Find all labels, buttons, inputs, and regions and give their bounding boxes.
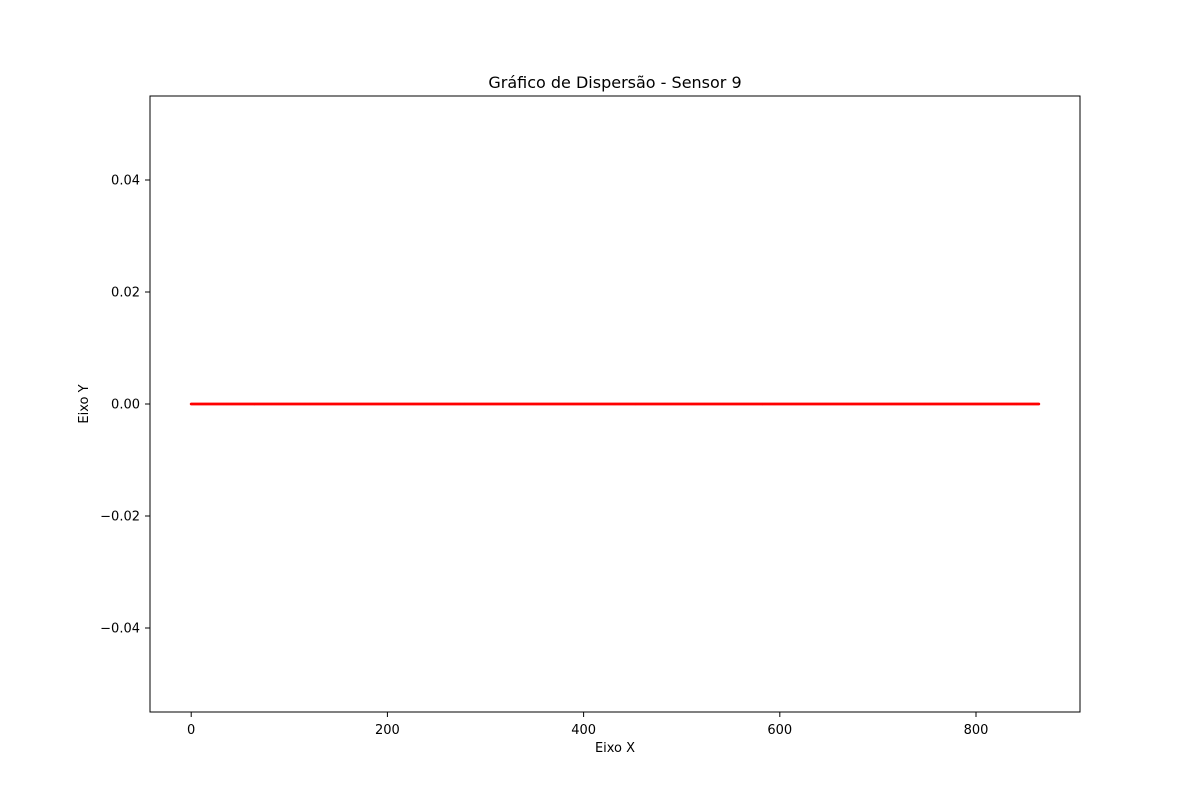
y-tick-label: 0.00 bbox=[111, 398, 140, 413]
chart-title: Gráfico de Dispersão - Sensor 9 bbox=[488, 73, 741, 92]
x-tick-label: 400 bbox=[571, 723, 596, 738]
y-tick-label: 0.02 bbox=[111, 286, 140, 301]
data-points bbox=[189, 402, 1041, 406]
plot-frame bbox=[149, 95, 1081, 713]
x-tick-label: 600 bbox=[767, 723, 792, 738]
x-axis-ticks: 0 200 400 600 800 bbox=[187, 712, 988, 738]
x-axis-label: Eixo X bbox=[595, 741, 635, 756]
data-point bbox=[1037, 402, 1041, 406]
y-axis-label: Eixo Y bbox=[77, 384, 92, 423]
y-tick-label: −0.02 bbox=[100, 510, 140, 525]
x-tick-label: 0 bbox=[187, 723, 195, 738]
y-tick-label: 0.04 bbox=[111, 174, 140, 189]
x-tick-label: 200 bbox=[375, 723, 400, 738]
y-axis-ticks: −0.04 −0.02 0.00 0.02 0.04 bbox=[100, 174, 150, 637]
x-tick-label: 800 bbox=[964, 723, 989, 738]
y-tick-label: −0.04 bbox=[100, 622, 140, 637]
